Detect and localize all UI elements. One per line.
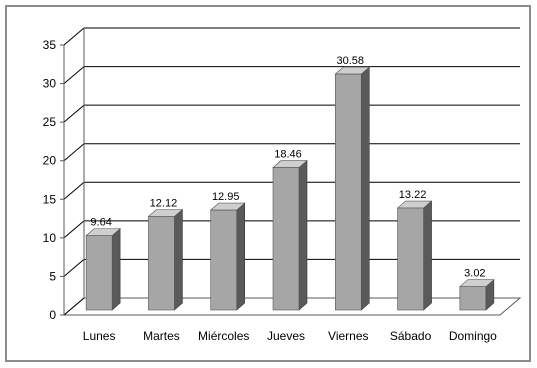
data-label: 12.12 [150, 198, 178, 210]
gridline-side [64, 28, 84, 45]
gridline-side [64, 67, 84, 84]
data-label: 18.46 [274, 149, 302, 161]
bar-side [299, 161, 307, 310]
y-tick-label: 10 [43, 231, 57, 245]
bar [148, 217, 174, 310]
bar [273, 168, 299, 310]
data-label: 12.95 [212, 191, 240, 203]
data-label: 30.58 [337, 55, 365, 67]
gridline-side [64, 221, 84, 238]
gridline-side [64, 182, 84, 199]
x-tick-label: Miércoles [198, 329, 249, 343]
bar-side [237, 203, 245, 310]
x-tick-label: Viernes [328, 329, 368, 343]
bar [460, 287, 486, 310]
bar-side [174, 210, 182, 310]
y-tick-label: 5 [49, 269, 56, 283]
bar [335, 74, 361, 310]
bar [86, 236, 112, 310]
bar [211, 210, 237, 310]
x-tick-label: Domingo [449, 329, 497, 343]
data-label: 9.64 [90, 217, 111, 229]
y-tick-label: 25 [43, 115, 57, 129]
y-tick-label: 15 [43, 192, 57, 206]
gridline-side [64, 259, 84, 276]
x-tick-label: Jueves [267, 329, 305, 343]
x-tick-label: Martes [143, 329, 180, 343]
x-tick-label: Lunes [83, 329, 116, 343]
bar-side [424, 201, 432, 310]
data-label: 13.22 [399, 189, 427, 201]
bar-side [361, 67, 369, 310]
y-tick-label: 20 [43, 154, 57, 168]
data-label: 3.02 [464, 268, 485, 280]
y-tick-label: 0 [49, 308, 56, 322]
gridline-side [64, 105, 84, 122]
y-tick-label: 30 [43, 77, 57, 91]
gridline-side [64, 144, 84, 161]
x-tick-label: Sábado [390, 329, 432, 343]
bar-side [112, 229, 120, 310]
y-tick-label: 35 [43, 38, 57, 52]
bar [398, 208, 424, 310]
